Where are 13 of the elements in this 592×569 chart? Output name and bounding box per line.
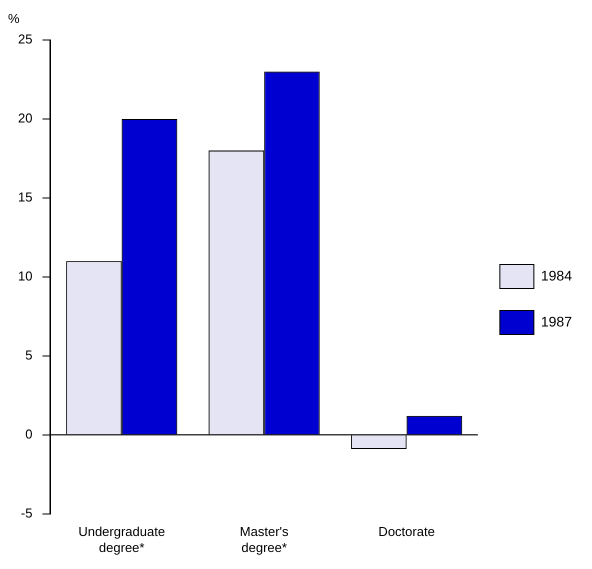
- x-tick-label: Doctorate: [378, 524, 435, 540]
- y-axis-title: %: [8, 11, 20, 26]
- y-tick-label: 0: [25, 426, 32, 442]
- legend-label: 1984: [540, 267, 572, 284]
- x-tick-label: Master's degree*: [240, 524, 290, 555]
- y-tick-label: 15: [18, 190, 32, 205]
- y-tick-label: 20: [18, 110, 32, 126]
- y-tick-label: -5: [20, 505, 32, 520]
- y-tick-label: 10: [18, 268, 32, 284]
- y-tick-label: 25: [18, 32, 32, 47]
- y-tick-label: 5: [25, 347, 32, 362]
- x-tick-label: Undergraduate degree*: [78, 524, 166, 555]
- legend-label: 1987: [540, 313, 572, 330]
